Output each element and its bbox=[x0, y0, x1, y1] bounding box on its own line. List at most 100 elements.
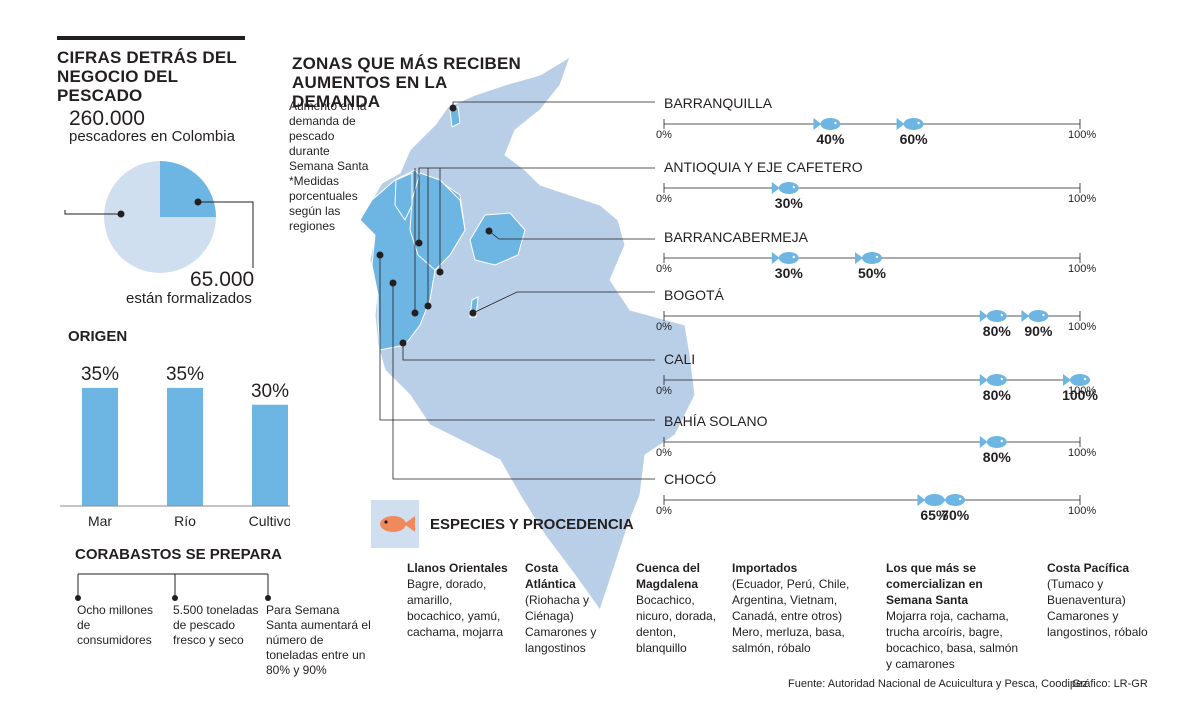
species-column: Costa Atlántica (Riohacha y Ciénaga) Cam… bbox=[525, 560, 610, 656]
colombia-map bbox=[359, 55, 696, 612]
fishermen-pie-chart bbox=[64, 161, 254, 273]
region-axis-start: 0% bbox=[656, 129, 672, 141]
region-name: BAHÍA SOLANO bbox=[664, 413, 768, 429]
pie-dot-formal bbox=[194, 198, 202, 206]
corabastos-item: Para Semana Santa aumentará el número de… bbox=[266, 603, 371, 677]
map-dot-antioquia bbox=[415, 239, 423, 247]
region-value-fish bbox=[938, 494, 966, 506]
region-value-label: 70% bbox=[941, 507, 970, 523]
region-value-fish bbox=[855, 252, 882, 264]
region-axis-end: 100% bbox=[1068, 505, 1096, 517]
origen-category-label: Mar bbox=[88, 513, 112, 529]
origen-bar bbox=[252, 404, 288, 506]
map-dot-choco bbox=[389, 279, 397, 287]
map-dot-barranquilla bbox=[449, 104, 457, 112]
species-column-head: Llanos Orientales bbox=[407, 561, 508, 575]
especies-title: ESPECIES Y PROCEDENCIA bbox=[430, 516, 634, 533]
zonas-note: Aumento en la demanda de pescado durante… bbox=[289, 99, 369, 233]
source-credit: Fuente: Autoridad Nacional de Acuicultur… bbox=[788, 678, 1088, 690]
region-value-label: 40% bbox=[816, 131, 845, 147]
region-axis-end: 100% bbox=[1068, 263, 1096, 275]
species-column-body: (Ecuador, Perú, Chile, Argentina, Vietna… bbox=[732, 577, 850, 655]
region-value-label: 65% bbox=[920, 507, 949, 523]
region-value-fish bbox=[1021, 310, 1049, 322]
fishermen-total-label: pescadores en Colombia bbox=[69, 128, 235, 145]
species-column-head: Importados bbox=[732, 561, 798, 575]
species-column: Cuenca del Magdalena Bocachico, nicuro, … bbox=[636, 560, 721, 656]
origen-category-label: Cultivo bbox=[249, 513, 290, 529]
region-axis-start: 0% bbox=[656, 505, 672, 517]
species-column: Costa Pacífica (Tumaco y Buenaventura) C… bbox=[1047, 560, 1157, 640]
species-icon-box bbox=[371, 500, 419, 548]
region-axis-end: 100% bbox=[1068, 447, 1096, 459]
region-value-label: 80% bbox=[983, 449, 1012, 465]
region-axis-end: 100% bbox=[1068, 385, 1096, 397]
region-name: BARRANCABERMEJA bbox=[664, 229, 809, 245]
corabastos-timeline bbox=[75, 573, 271, 601]
species-column-head: Costa Atlántica bbox=[525, 561, 576, 591]
map-highlight-barrancabermeja bbox=[469, 212, 526, 266]
region-value-label: 50% bbox=[858, 265, 887, 281]
map-highlight-magdalena bbox=[409, 172, 466, 271]
species-column: Importados (Ecuador, Perú, Chile, Argent… bbox=[732, 560, 852, 656]
species-column-body: Bagre, dorado, amarillo, bocachico, yamú… bbox=[407, 577, 504, 639]
region-name: BARRANQUILLA bbox=[664, 95, 773, 111]
page-title: CIFRAS DETRÁS DEL NEGOCIO DEL PESCADO bbox=[57, 48, 237, 105]
pie-leader-formal bbox=[198, 201, 254, 268]
region-axis-start: 0% bbox=[656, 193, 672, 205]
corabastos-title: CORABASTOS SE PREPARA bbox=[75, 546, 282, 563]
origen-bar-chart: 35% Mar 35% Río 30% Cultivo bbox=[60, 364, 290, 529]
map-dot-eje bbox=[436, 268, 444, 276]
graphic-credit: Gráfico: LR-GR bbox=[1072, 678, 1148, 690]
region-value-fish bbox=[979, 310, 1007, 322]
region-axis-start: 0% bbox=[656, 385, 672, 397]
origen-bar bbox=[167, 387, 203, 506]
region-axis-start: 0% bbox=[656, 263, 672, 275]
region-value-fish bbox=[979, 374, 1007, 386]
origen-bar-value: 30% bbox=[251, 381, 289, 402]
region-value-fish bbox=[896, 118, 924, 130]
map-dot-bogota bbox=[469, 309, 477, 317]
fish-icon bbox=[380, 516, 415, 532]
region-value-fish bbox=[979, 436, 1007, 448]
species-column: Llanos Orientales Bagre, dorado, amarill… bbox=[407, 560, 512, 640]
species-column: Los que más se comercializan en Semana S… bbox=[886, 560, 1026, 672]
origen-category-label: Río bbox=[174, 513, 196, 529]
region-value-fish bbox=[1063, 374, 1090, 386]
region-value-label: 80% bbox=[983, 387, 1012, 403]
region-axis-start: 0% bbox=[656, 447, 672, 459]
map-dot-eje-3 bbox=[411, 309, 419, 317]
region-value-fish bbox=[813, 118, 841, 130]
map-dot-eje-2 bbox=[424, 302, 432, 310]
region-value-label: 90% bbox=[1024, 323, 1053, 339]
species-column-body: Bocachico, nicuro, dorada, denton, blanq… bbox=[636, 593, 717, 655]
origen-bar-value: 35% bbox=[81, 364, 119, 385]
pie-dot-total bbox=[117, 210, 125, 218]
region-axis-end: 100% bbox=[1068, 193, 1096, 205]
map-highlight-choco bbox=[394, 172, 413, 222]
region-value-label: 80% bbox=[983, 323, 1012, 339]
species-column-body: (Tumaco y Buenaventura) Camarones y lang… bbox=[1047, 577, 1148, 639]
pie-slice-formal bbox=[160, 161, 216, 217]
map-dot-barrancabermeja bbox=[485, 227, 493, 235]
region-name: CHOCÓ bbox=[664, 471, 716, 487]
species-column-head: Los que más se comercializan en Semana S… bbox=[886, 561, 983, 607]
region-axis-end: 100% bbox=[1068, 129, 1096, 141]
region-name: ANTIOQUIA Y EJE CAFETERO bbox=[664, 159, 863, 175]
map-dot-bahia-solano bbox=[376, 251, 384, 259]
region-name: BOGOTÁ bbox=[664, 287, 725, 303]
origen-bar bbox=[82, 387, 118, 506]
pie-leader-total bbox=[64, 210, 121, 215]
corabastos-item: 5.500 toneladas de pescado fresco y seco bbox=[173, 603, 259, 647]
region-value-label: 60% bbox=[900, 131, 929, 147]
fishermen-total-value: 260.000 bbox=[69, 107, 145, 130]
species-column-head: Cuenca del Magdalena bbox=[636, 561, 701, 591]
fishermen-formal-label: están formalizados bbox=[126, 290, 252, 307]
origen-bar-value: 35% bbox=[166, 364, 204, 385]
species-column-head: Costa Pacífica bbox=[1047, 561, 1130, 575]
species-column-body: (Riohacha y Ciénaga) Camarones y langost… bbox=[525, 593, 597, 655]
region-value-label: 100% bbox=[1062, 387, 1098, 403]
title-rule bbox=[57, 36, 245, 40]
